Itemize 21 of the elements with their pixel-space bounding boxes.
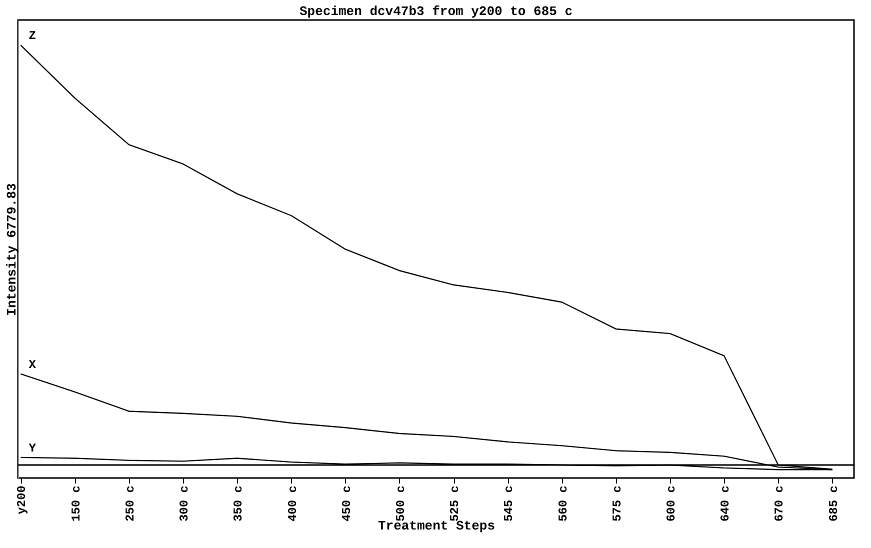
chart-title: Specimen dcv47b3 from y200 to 685 c	[299, 4, 573, 19]
series-label: Y	[28, 441, 37, 456]
x-tick-label: 600 c	[664, 486, 679, 522]
x-tick-label: 250 c	[123, 486, 138, 522]
x-tick-label: 350 c	[232, 486, 246, 522]
x-tick-label: 670 c	[772, 486, 787, 522]
series-label: Z	[28, 29, 36, 44]
x-tick-label: 685 c	[826, 486, 841, 522]
x-tick-label: 450 c	[340, 486, 354, 522]
x-tick-label: 575 c	[610, 486, 624, 522]
x-tick-label: 500 c	[394, 486, 408, 522]
x-tick-label: 545 c	[502, 486, 516, 522]
x-tick-label: 640 c	[718, 486, 733, 522]
x-tick-label: 560 c	[556, 486, 570, 522]
x-tick-label: 150 c	[69, 486, 84, 522]
series-label: X	[28, 358, 37, 372]
x-tick-label: 525 c	[448, 486, 462, 522]
x-tick-label: 400 c	[286, 486, 300, 522]
x-tick-label: 300 c	[178, 486, 192, 522]
y-axis-title: Intensity 6779.83	[4, 182, 20, 316]
x-tick-label: y200	[15, 486, 30, 514]
